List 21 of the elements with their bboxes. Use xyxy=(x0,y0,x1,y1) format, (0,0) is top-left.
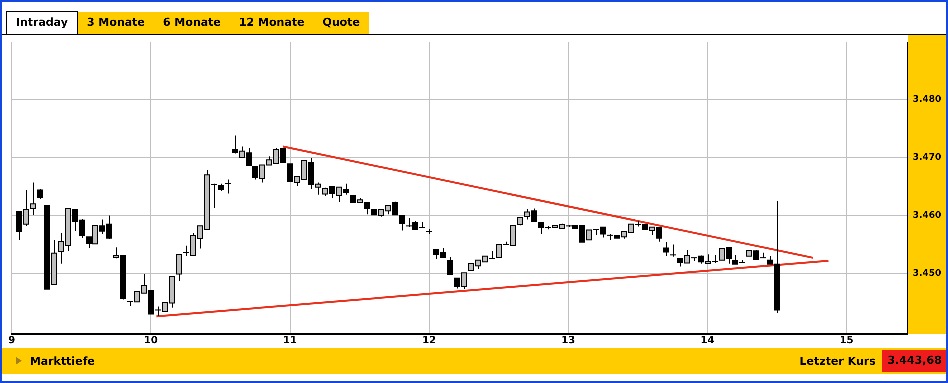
x-tick-label: 13 xyxy=(562,336,576,347)
text: Quote xyxy=(314,12,370,34)
x-tick-label: 10 xyxy=(144,336,158,347)
x-tick-label: 15 xyxy=(840,336,854,347)
x-tick-label: 14 xyxy=(700,336,715,347)
x-tick-label: 9 xyxy=(8,336,16,347)
y-tick-label: 3.480 xyxy=(913,95,942,106)
text: 12 Monate xyxy=(230,12,314,34)
y-tick-label: 3.450 xyxy=(913,269,942,280)
candlestick xyxy=(225,179,232,194)
text: Markttiefe xyxy=(30,354,96,368)
text: Letzter Kurs xyxy=(800,354,876,368)
x-tick-label: 12 xyxy=(422,336,436,347)
candlestick xyxy=(670,244,677,258)
x-tick-label: 11 xyxy=(283,336,298,347)
text: 3.443,68 xyxy=(882,350,946,372)
y-tick-label: 3.460 xyxy=(913,211,942,222)
text: Intraday xyxy=(6,11,78,34)
text: 3 Monate xyxy=(78,12,154,34)
text: 6 Monate xyxy=(154,12,230,34)
y-tick-label: 3.470 xyxy=(913,153,942,164)
